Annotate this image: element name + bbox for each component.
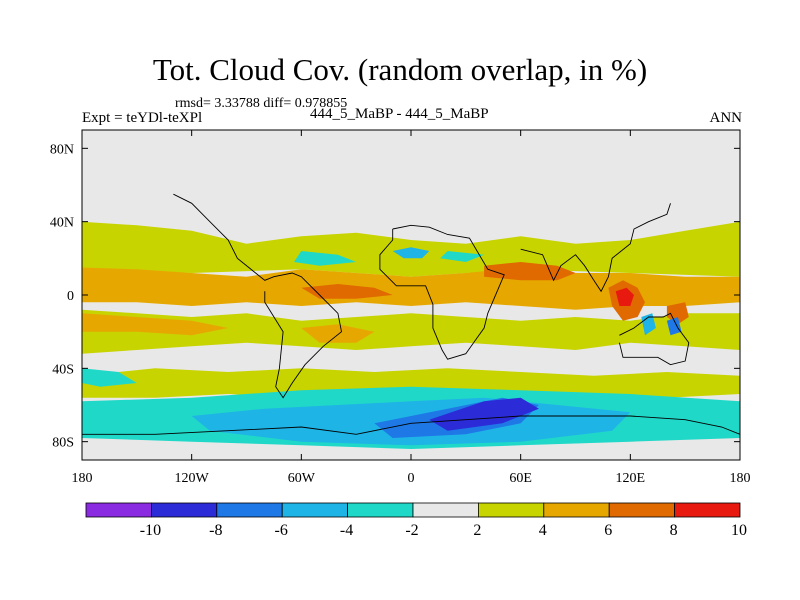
contour-region-13 [615, 287, 634, 306]
map-area [82, 130, 740, 460]
contour-region-4 [82, 309, 740, 354]
colorbar-swatch [543, 502, 610, 518]
y-tick-label: 40N [50, 216, 74, 231]
experiment-label: Expt = teYDl-teXPl [82, 110, 203, 126]
contour-region-15 [641, 313, 656, 336]
coastline-4 [82, 415, 741, 435]
contour-region-18 [294, 251, 357, 266]
x-tick-label: 180 [730, 471, 751, 486]
colorbar-swatch [674, 502, 741, 518]
colorbar-label: -8 [209, 522, 222, 539]
chart-title: Tot. Cloud Cov. (random overlap, in %) [152, 52, 648, 87]
x-tick-label: 60W [288, 471, 316, 486]
x-tick-label: 60E [509, 471, 532, 486]
contour-region-5 [82, 313, 229, 336]
contour-region-16 [666, 317, 682, 336]
season-label: ANN [709, 110, 743, 126]
contour-region-6 [301, 324, 375, 343]
colorbar-swatch [412, 502, 479, 518]
contour-region-3 [301, 284, 393, 299]
y-tick-label: 80S [52, 436, 74, 451]
colorbar-label: -4 [340, 522, 353, 539]
coastline-2 [520, 203, 671, 293]
x-tick-label: 180 [72, 471, 93, 486]
contour-region-14 [666, 302, 689, 325]
contour-region-11 [429, 397, 539, 431]
contour-region-2 [484, 262, 576, 281]
contour-region-19 [440, 251, 485, 262]
colorbar-swatch [477, 502, 545, 518]
colorbar-label: 4 [539, 522, 547, 539]
stats-line: rmsd= 3.33788 diff= 0.978855 [175, 96, 348, 111]
x-tick-label: 120E [616, 471, 646, 486]
axes: 180 120W 60W 0 60E 120E 180 80N 40N 0 40S 80S [50, 130, 751, 486]
colorbar-label: -6 [275, 522, 288, 539]
y-tick-label: 80N [50, 142, 74, 157]
colorbar-swatch [608, 502, 676, 518]
contour-region-20 [82, 368, 137, 387]
x-tick-label: 120W [175, 471, 210, 486]
contour-region-1 [82, 267, 740, 310]
colorbar-swatch [150, 502, 218, 518]
x-tick-label: 0 [408, 471, 415, 486]
colorbar-label: 8 [670, 522, 678, 539]
colorbar-swatch [216, 502, 283, 518]
colorbar-label: 6 [604, 522, 612, 539]
contour-region-17 [392, 247, 430, 259]
colorbar: -10 -8 -6 -4 -2 2 4 6 8 10 [85, 502, 747, 539]
colorbar-label: -2 [405, 522, 418, 539]
coastline-3 [618, 312, 690, 366]
y-tick-label: 40S [52, 362, 74, 377]
case-label: 444_5_MaBP - 444_5_MaBP [310, 106, 489, 122]
colorbar-label: 2 [473, 522, 481, 539]
colorbar-label: -10 [140, 522, 161, 539]
coastline-0 [173, 193, 342, 399]
colorbar-label: 10 [731, 522, 747, 539]
colorbar-swatch [85, 502, 152, 518]
colorbar-swatch [347, 502, 414, 518]
y-tick-label: 0 [67, 289, 74, 304]
colorbar-swatch [281, 502, 349, 518]
coastlines [82, 193, 741, 435]
coastline-1 [379, 224, 505, 360]
